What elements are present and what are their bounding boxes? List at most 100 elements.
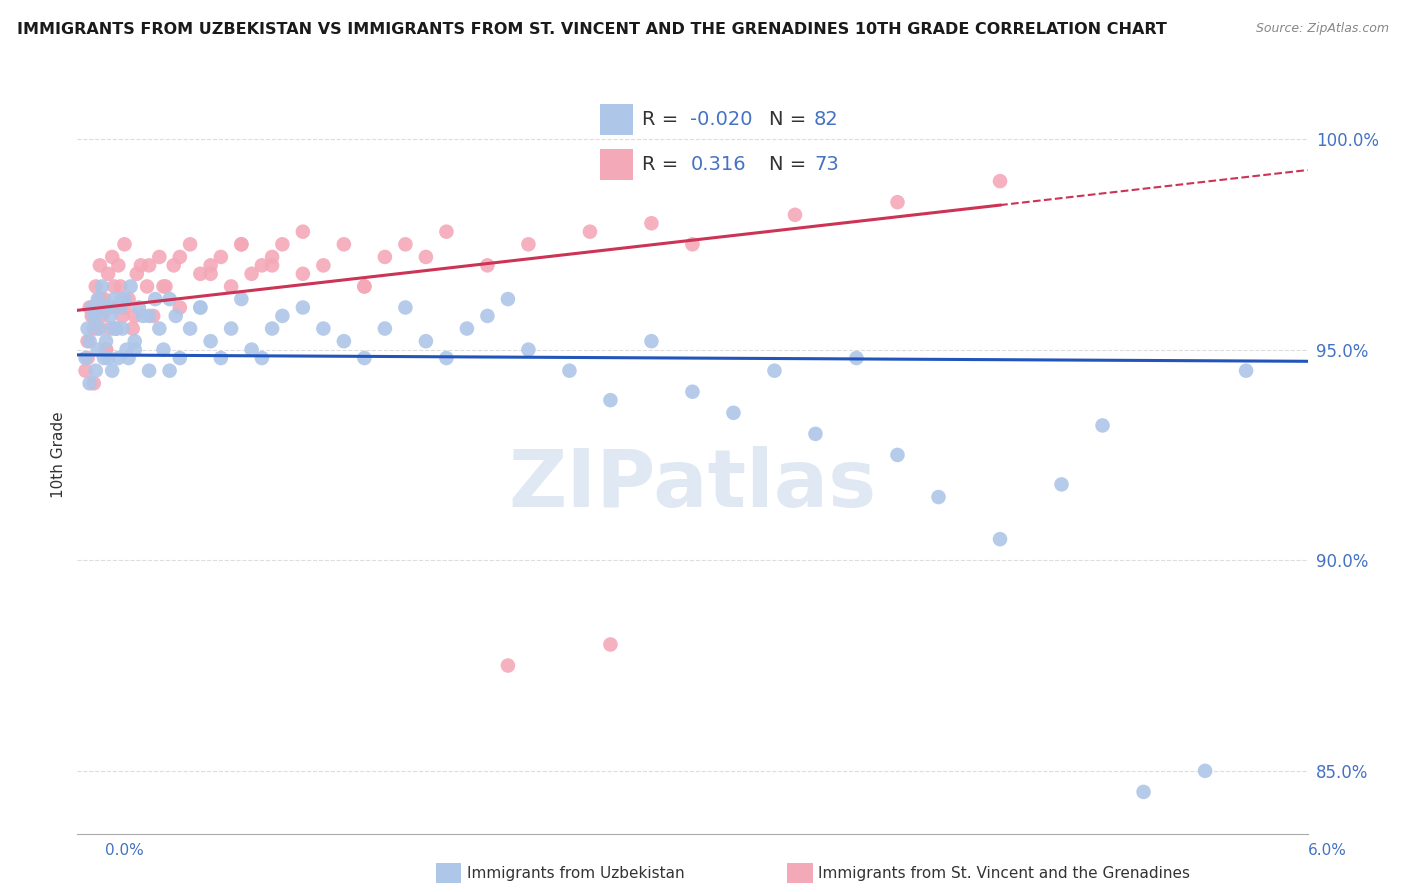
Point	[115, 343, 138, 357]
Point	[271, 237, 294, 252]
Point	[517, 237, 540, 252]
Point	[353, 279, 375, 293]
Point	[291, 225, 314, 239]
Point	[262, 250, 284, 264]
Point	[188, 301, 212, 315]
Text: 6.0%: 6.0%	[1308, 843, 1347, 857]
Point	[110, 279, 132, 293]
Point	[1050, 477, 1073, 491]
Point	[83, 376, 105, 391]
Point	[250, 351, 273, 365]
Point	[291, 267, 314, 281]
Point	[165, 309, 187, 323]
Point	[105, 321, 128, 335]
Point	[111, 292, 134, 306]
Point	[271, 309, 294, 323]
Point	[353, 351, 375, 365]
Point	[169, 351, 191, 365]
Point	[886, 195, 908, 210]
Point	[103, 301, 125, 315]
Point	[89, 258, 111, 272]
Point	[84, 364, 107, 378]
Point	[90, 301, 114, 315]
Point	[143, 292, 166, 306]
Point	[558, 364, 581, 378]
Point	[394, 237, 416, 252]
Point	[496, 292, 519, 306]
Point	[132, 309, 155, 323]
Point	[94, 334, 117, 348]
Point	[209, 351, 232, 365]
Point	[415, 334, 437, 348]
Point	[240, 343, 263, 357]
Point	[75, 364, 97, 378]
Point	[111, 321, 134, 335]
Point	[87, 292, 110, 306]
Point	[103, 292, 125, 306]
Point	[120, 279, 142, 293]
Point	[75, 351, 97, 365]
Point	[117, 351, 139, 365]
Point	[111, 309, 134, 323]
Point	[988, 532, 1011, 546]
Point	[477, 258, 499, 272]
Point	[374, 250, 396, 264]
Point	[188, 301, 212, 315]
Point	[262, 258, 284, 272]
Point	[138, 258, 160, 272]
Point	[114, 292, 136, 306]
Point	[76, 351, 98, 365]
Point	[103, 321, 125, 335]
Point	[79, 301, 101, 315]
Text: ZIPatlas: ZIPatlas	[509, 446, 876, 524]
Point	[231, 292, 253, 306]
Point	[124, 309, 146, 323]
Point	[107, 258, 129, 272]
Text: Source: ZipAtlas.com: Source: ZipAtlas.com	[1256, 22, 1389, 36]
Point	[124, 343, 146, 357]
Point	[117, 292, 139, 306]
Point	[640, 216, 662, 230]
Point	[90, 309, 114, 323]
Point	[312, 321, 335, 335]
Point	[456, 321, 478, 335]
Point	[128, 301, 150, 315]
Point	[124, 334, 146, 348]
Point	[928, 490, 950, 504]
Point	[84, 279, 107, 293]
Point	[163, 258, 186, 272]
Point	[1132, 785, 1154, 799]
Point	[1234, 364, 1257, 378]
Point	[517, 343, 540, 357]
Point	[179, 321, 201, 335]
Point	[262, 321, 284, 335]
Point	[333, 237, 356, 252]
Point	[291, 301, 314, 315]
Point	[89, 292, 111, 306]
Point	[845, 351, 868, 365]
Point	[886, 448, 908, 462]
Point	[152, 343, 174, 357]
Point	[97, 267, 120, 281]
Point	[152, 279, 174, 293]
Point	[353, 279, 375, 293]
Point	[682, 384, 704, 399]
Point	[76, 321, 98, 335]
Point	[219, 279, 242, 293]
Point	[84, 309, 107, 323]
Point	[477, 309, 499, 323]
Point	[121, 321, 143, 335]
Point	[988, 174, 1011, 188]
Point	[415, 250, 437, 264]
Point	[148, 321, 170, 335]
Point	[89, 321, 111, 335]
Point	[169, 301, 191, 315]
Point	[240, 267, 263, 281]
Point	[125, 267, 148, 281]
Point	[599, 393, 621, 408]
Point	[155, 279, 177, 293]
Point	[93, 292, 115, 306]
Point	[114, 237, 136, 252]
Point	[394, 301, 416, 315]
Point	[83, 309, 105, 323]
